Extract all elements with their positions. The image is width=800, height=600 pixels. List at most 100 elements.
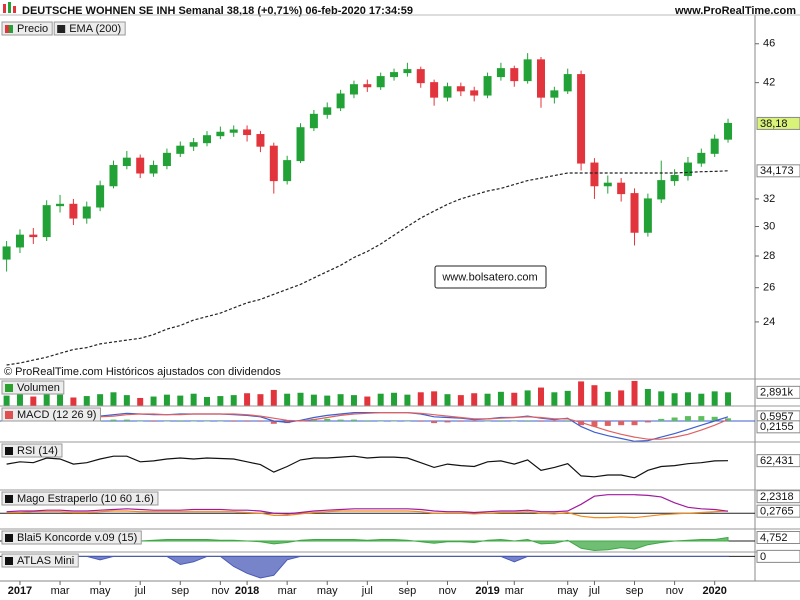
- x-tick-label: may: [90, 585, 111, 597]
- histogram-bar: [591, 421, 598, 427]
- value-marker-label: 0,2765: [760, 506, 794, 518]
- candle-body: [29, 234, 38, 238]
- volume-bar: [591, 385, 598, 406]
- y-tick-label: 46: [763, 38, 775, 50]
- x-tick-label: nov: [666, 585, 684, 597]
- candle-body: [176, 145, 185, 154]
- volume-bar: [324, 395, 331, 406]
- candle-body: [96, 185, 105, 208]
- volume-bar: [284, 393, 291, 406]
- value-marker: [756, 490, 800, 504]
- volume-bar: [391, 392, 398, 406]
- x-tick-label: may: [557, 585, 578, 597]
- candle-body: [390, 72, 399, 78]
- volume-bar: [457, 395, 464, 406]
- histogram-bar: [190, 421, 197, 422]
- panel-title: Precio: [17, 23, 48, 35]
- candle-body: [309, 113, 318, 129]
- histogram-bar: [538, 421, 544, 422]
- value-marker: [756, 164, 800, 178]
- volume-bar: [725, 392, 732, 406]
- app-icon: [3, 4, 6, 13]
- volume-bar: [671, 393, 678, 406]
- histogram-bar: [244, 421, 251, 422]
- indicator-line: [6, 455, 729, 479]
- candle-body: [269, 145, 278, 182]
- volume-bar: [177, 395, 184, 406]
- volume-bar: [83, 396, 90, 406]
- histogram-bar: [217, 421, 224, 422]
- volume-bar: [204, 397, 210, 406]
- histogram-bar: [337, 419, 344, 421]
- volume-bar: [484, 393, 491, 406]
- candle-body: [710, 138, 719, 154]
- histogram-bar: [564, 420, 571, 421]
- x-tick-label: 2018: [235, 585, 259, 597]
- x-tick-label: mar: [278, 585, 297, 597]
- y-tick-label: 28: [763, 250, 775, 262]
- candle-body: [657, 180, 666, 200]
- x-tick-label: nov: [211, 585, 229, 597]
- volume-bar: [471, 393, 478, 406]
- histogram-bar: [150, 421, 157, 422]
- volume-bar: [658, 391, 665, 406]
- volume-bar: [270, 389, 277, 406]
- value-marker: [756, 385, 800, 399]
- candle-body: [15, 234, 24, 248]
- candle-body: [523, 59, 532, 82]
- histogram-bar: [698, 416, 705, 421]
- candle-body: [243, 129, 252, 136]
- indicator-line: [6, 412, 729, 440]
- histogram-bar: [497, 420, 504, 421]
- x-tick-label: 2017: [8, 585, 32, 597]
- indicator-line: [6, 510, 729, 519]
- histogram-bar: [324, 418, 331, 421]
- candle-body: [483, 76, 492, 96]
- value-marker-label: 62,431: [760, 455, 794, 467]
- indicator-area: [6, 555, 730, 579]
- x-tick-label: 2020: [702, 585, 726, 597]
- volume-bar: [230, 395, 237, 406]
- volume-bar: [698, 393, 705, 406]
- value-marker-label: 0,2155: [760, 421, 794, 433]
- candle-body: [430, 82, 439, 98]
- volume-bar: [497, 391, 504, 406]
- candle-body: [296, 127, 305, 162]
- candle-body: [69, 203, 78, 219]
- panel-title: RSI (14): [17, 445, 58, 457]
- histogram-bar: [123, 419, 130, 421]
- histogram-bar: [604, 421, 611, 426]
- indicator-line: [6, 412, 729, 442]
- candle-body: [109, 165, 118, 187]
- x-tick-label: sep: [399, 585, 417, 597]
- candle-body: [496, 68, 505, 78]
- histogram-bar: [110, 419, 117, 421]
- volume-bar: [684, 392, 691, 406]
- volume-bar: [190, 393, 197, 406]
- histogram-bar: [163, 421, 170, 422]
- panel-title-box: [1, 553, 79, 568]
- candle-body: [149, 165, 158, 174]
- histogram-bar: [484, 421, 491, 422]
- panel-title-box: [1, 407, 101, 422]
- volume-bar: [644, 388, 651, 406]
- candle-body: [697, 152, 706, 164]
- legend-icon: [5, 557, 13, 565]
- legend-icon: [5, 447, 13, 455]
- legend-icon: [57, 25, 66, 33]
- value-marker-label: 2,891k: [760, 387, 794, 399]
- histogram-bar: [671, 417, 678, 421]
- panel-title: Blai5 Koncorde v.09 (15): [17, 532, 137, 544]
- value-marker: [756, 531, 800, 545]
- panel-title-box: [1, 21, 53, 36]
- volume-bar: [70, 397, 77, 406]
- histogram-bar: [578, 421, 585, 426]
- candle-body: [349, 84, 358, 95]
- histogram-bar: [551, 421, 558, 422]
- candle-body: [670, 175, 679, 182]
- volume-bar: [30, 396, 37, 406]
- histogram-bar: [404, 421, 411, 422]
- histogram-bar: [391, 421, 398, 422]
- candle-body: [122, 157, 131, 167]
